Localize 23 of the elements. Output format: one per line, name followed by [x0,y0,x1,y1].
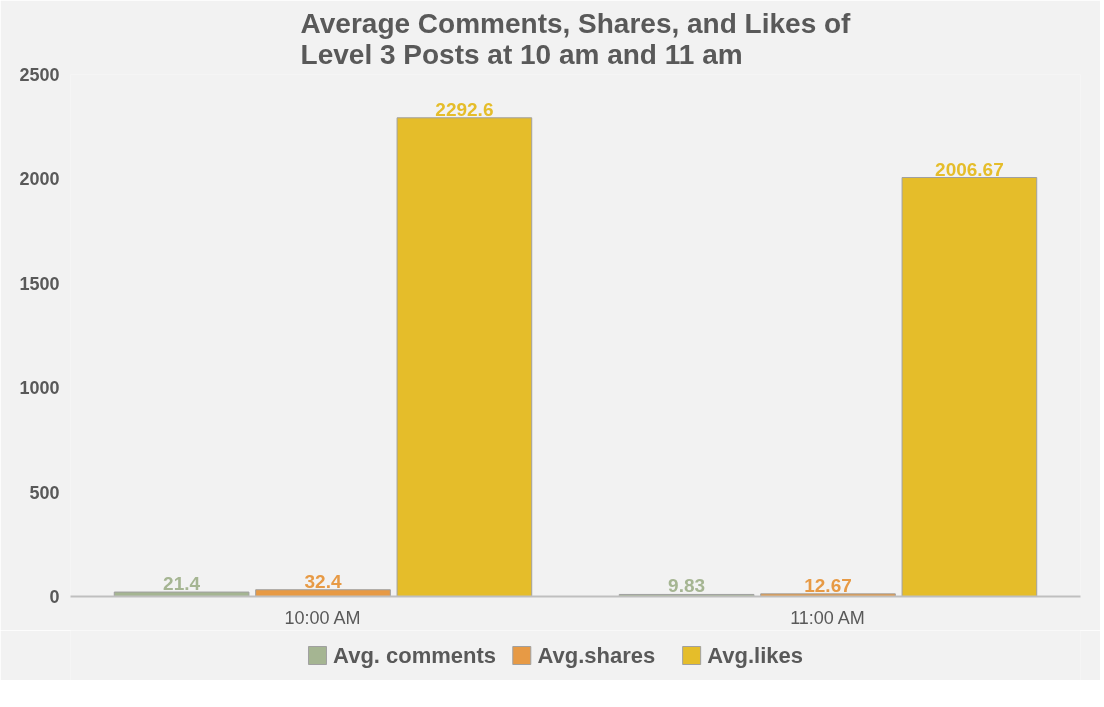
legend-label: Avg.shares [537,643,656,668]
data-label: 32.4 [304,570,342,592]
y-tick-label: 2500 [19,65,60,85]
bar [113,591,250,597]
bar [760,593,896,597]
data-label: 2292.6 [435,98,494,120]
y-tick-label: 2000 [19,169,60,190]
data-label: 2006.67 [935,158,1004,180]
data-label: 9.83 [668,575,706,597]
bar [901,177,1038,597]
y-tick-label: 1000 [19,378,60,399]
y-tick-label: 1500 [19,273,60,294]
data-label: 21.4 [163,573,201,595]
bar [255,589,391,597]
bar [396,117,533,597]
y-tick-label: 500 [29,482,60,503]
chart-title: Average Comments, Shares, and Likes of Level 3 Posts at 10 am and 11 am [300,7,852,70]
legend-label: Avg.likes [707,643,804,668]
y-tick-label: 0 [49,587,60,607]
x-tick-label: 10:00 AM [284,607,361,628]
x-tick-label: 11:00 AM [790,607,865,628]
data-label: 12.67 [804,574,852,596]
legend-label: Avg. comments [333,643,497,668]
